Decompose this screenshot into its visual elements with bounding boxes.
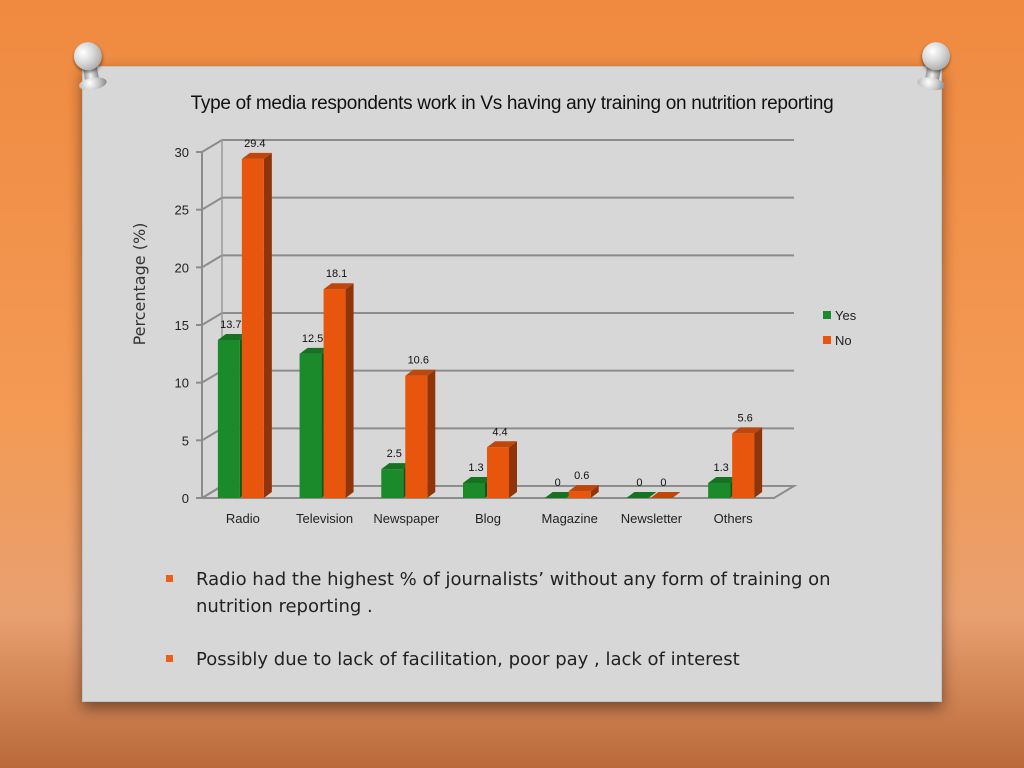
y-tick-label: 10 [175, 376, 189, 391]
bar [299, 353, 322, 498]
gridline-connector [201, 139, 223, 153]
bar [381, 469, 404, 498]
bar-side [509, 441, 517, 498]
bar [732, 433, 755, 498]
bar-side [345, 283, 354, 498]
bar-top [323, 283, 354, 290]
data-label: 10.6 [408, 355, 429, 367]
bar-top [381, 463, 412, 470]
gridline-connector [201, 254, 223, 269]
bar-side [427, 369, 436, 498]
gridline-connector [201, 312, 223, 326]
bar-side [754, 427, 763, 498]
data-label: 12.5 [302, 333, 323, 345]
bar-top [708, 477, 739, 484]
bar [405, 375, 428, 498]
data-label: 1.3 [713, 462, 728, 474]
bar-top [463, 477, 493, 484]
bar-top [299, 347, 330, 354]
x-tick-label: Television [296, 511, 353, 526]
bar-top [732, 427, 763, 434]
x-tick-label: Magazine [542, 511, 598, 526]
legend-swatch [823, 311, 831, 319]
data-label: 4.4 [492, 426, 507, 438]
bullet-item: Radio had the highest % of journalists’ … [160, 566, 860, 620]
bullet-item: Possibly due to lack of facilitation, po… [160, 646, 860, 673]
bar-side [590, 485, 599, 498]
bar-chart: 0 5 10 15 20 25 30 Percentage (%) Radio 13.7 29.4 T… [130, 138, 857, 526]
bar-top [487, 441, 517, 448]
bar-top [626, 492, 657, 498]
y-tick-label: 20 [175, 260, 189, 275]
y-tick-label: 30 [175, 145, 189, 160]
x-tick-label: Newspaper [373, 511, 439, 526]
data-label: 0.6 [574, 470, 589, 482]
bullet-marker-icon [166, 575, 173, 582]
bar-top [217, 333, 248, 340]
bar [463, 483, 485, 498]
legend-swatch [823, 336, 831, 344]
y-tick-label: 0 [182, 491, 189, 506]
bullet-marker-icon [166, 655, 173, 662]
x-tick-label: Blog [475, 511, 501, 526]
y-tick-label: 25 [175, 203, 189, 218]
y-axis-title: Percentage (%) [130, 223, 149, 346]
bar-top [544, 492, 575, 498]
bullet-text: Possibly due to lack of facilitation, po… [196, 649, 740, 670]
y-tick-label: 15 [175, 318, 189, 333]
data-label: 0 [660, 477, 666, 489]
bar [708, 483, 731, 498]
bar-top [405, 369, 436, 376]
bar-top [241, 152, 272, 159]
data-label: 0 [636, 477, 642, 489]
bar [568, 491, 591, 498]
bar [241, 158, 264, 499]
data-label: 1.3 [468, 462, 483, 474]
bullet-list: Radio had the highest % of journalists’ … [160, 566, 860, 699]
bar [217, 339, 240, 498]
x-tick-label: Radio [226, 511, 260, 526]
data-label: 29.4 [244, 138, 265, 150]
gridline-connector [201, 196, 223, 211]
data-label: 18.1 [326, 268, 347, 280]
bar [323, 289, 346, 498]
legend-label: Yes [835, 308, 857, 323]
x-tick-label: Others [714, 511, 754, 526]
bullet-text: Radio had the highest % of journalists’ … [196, 569, 831, 617]
x-tick-label: Newsletter [621, 511, 683, 526]
bar [487, 447, 509, 498]
y-tick-label: 5 [182, 433, 189, 448]
data-label: 2.5 [387, 448, 402, 460]
legend-label: No [835, 333, 852, 348]
bar-side [263, 152, 272, 499]
data-label: 13.7 [220, 319, 241, 331]
data-label: 0 [555, 477, 561, 489]
bar-top [568, 485, 599, 492]
chart-title: Type of media respondents work in Vs hav… [190, 93, 834, 114]
data-label: 5.6 [737, 412, 752, 424]
bar-top [650, 492, 681, 498]
